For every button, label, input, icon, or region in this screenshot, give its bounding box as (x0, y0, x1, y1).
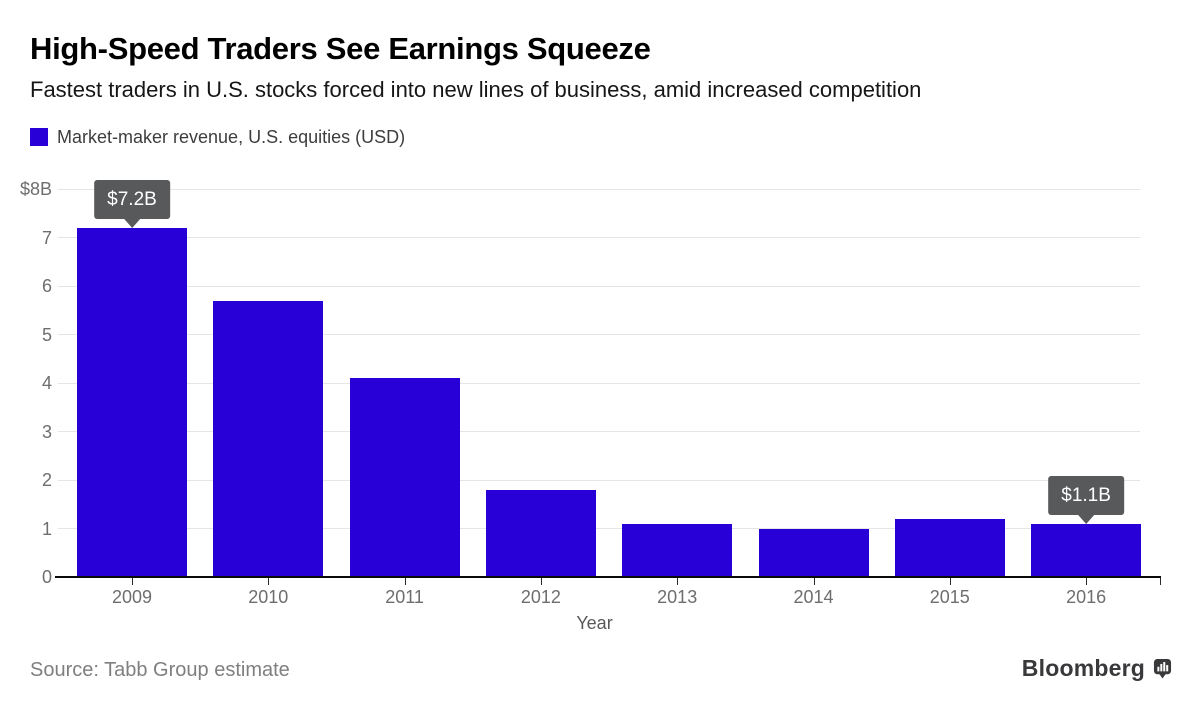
bloomberg-logo: Bloomberg (1022, 655, 1172, 682)
y-axis-tick-label: 1 (41, 518, 52, 539)
x-axis-tick-label-2016: 2016 (1066, 587, 1107, 607)
bar-2013 (622, 523, 733, 577)
y-axis-tick-label: 0 (41, 567, 52, 587)
page-subtitle: Fastest traders in U.S. stocks forced in… (30, 76, 922, 102)
x-axis-tick-2015 (949, 578, 951, 585)
chart-header: High-Speed Traders See Earnings Squeeze … (30, 31, 1170, 148)
bloomberg-chart-bubble-icon (1153, 659, 1172, 679)
legend-swatch-icon (30, 128, 48, 147)
gridline-y-6 (58, 285, 1140, 287)
x-axis-tick-2012 (540, 578, 542, 585)
y-axis-tick-label: 4 (41, 373, 52, 393)
gridline-y-4 (58, 382, 1140, 384)
y-axis-tick-label: 2 (41, 470, 52, 490)
y-axis-tick-label: 7 (41, 227, 52, 248)
bar-2012 (485, 489, 596, 577)
gridline-y-1 (58, 528, 1140, 529)
x-axis-tick-label-2011: 2011 (385, 587, 424, 607)
gridline-y-8 (58, 188, 1140, 190)
x-axis-tick-2011 (404, 578, 406, 585)
x-axis-end-tick (1160, 578, 1161, 585)
x-axis-line (55, 576, 1161, 578)
x-axis-tick-label-2014: 2014 (793, 587, 834, 607)
bar-2010 (213, 300, 324, 577)
x-axis-tick-label-2009: 2009 (111, 587, 153, 607)
x-axis-tick-2013 (677, 578, 679, 585)
x-axis-tick-label-2010: 2010 (248, 587, 289, 607)
bar-2016 (1031, 523, 1142, 577)
legend: Market-maker revenue, U.S. equities (USD… (30, 127, 1170, 148)
x-axis-tick-2010 (268, 578, 270, 585)
y-axis-tick-label: 6 (41, 276, 52, 296)
x-axis-tick-2014 (813, 578, 815, 585)
bloomberg-wordmark: Bloomberg (1021, 655, 1145, 681)
bar-2009 (77, 227, 187, 577)
gridline-y-7 (58, 237, 1140, 238)
x-axis-tick-label-2012: 2012 (520, 587, 561, 607)
gridline-y-2 (58, 479, 1140, 481)
page-title: High-Speed Traders See Earnings Squeeze (30, 31, 651, 66)
gridline-y-5 (58, 334, 1140, 335)
y-axis-tick-label: 3 (41, 421, 52, 442)
gridline-y-3 (58, 431, 1140, 432)
value-callout-2016: $1.1B (1048, 475, 1124, 515)
y-axis-tick-label: 5 (41, 324, 52, 345)
y-axis-tick-label: $8B (19, 179, 52, 199)
x-axis-tick-label-2015: 2015 (929, 587, 970, 607)
x-axis-tick-2009 (132, 578, 133, 585)
source-note: Source: Tabb Group estimate (30, 659, 290, 681)
bar-2014 (758, 528, 869, 577)
x-axis-tick-label-2013: 2013 (657, 587, 698, 607)
bar-2011 (349, 378, 460, 577)
x-axis-title: Year (576, 613, 613, 633)
value-callout-2009: $7.2B (94, 179, 170, 219)
bar-2015 (894, 518, 1005, 577)
x-axis-tick-2016 (1086, 578, 1088, 585)
legend-label: Market-maker revenue, U.S. equities (USD… (57, 126, 406, 147)
